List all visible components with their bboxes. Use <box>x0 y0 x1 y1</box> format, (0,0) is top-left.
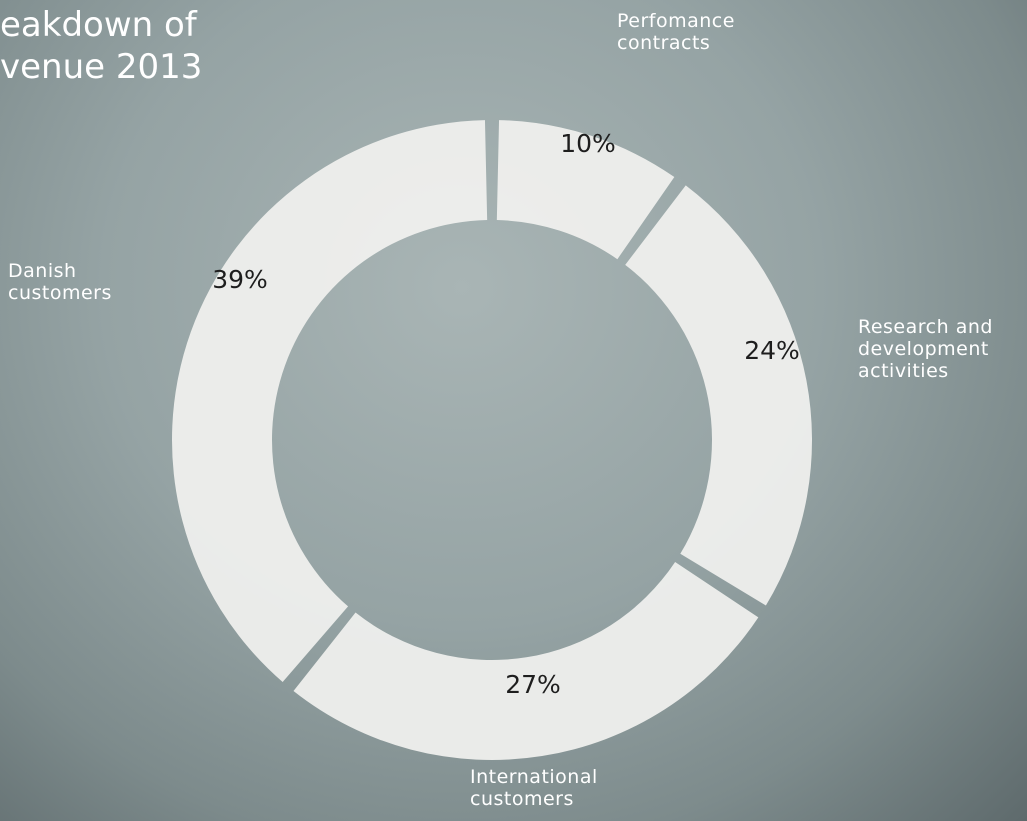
donut-segment <box>293 561 759 760</box>
category-label: Research and development activities <box>858 316 993 382</box>
donut-segment <box>172 120 488 683</box>
value-label: 27% <box>505 670 561 699</box>
category-label: Perfomance contracts <box>617 10 735 54</box>
category-label: International customers <box>470 766 598 810</box>
value-label: 24% <box>744 336 800 365</box>
value-label: 39% <box>212 265 268 294</box>
category-label: Danish customers <box>8 260 112 304</box>
donut-segment <box>625 185 813 606</box>
value-label: 10% <box>560 129 616 158</box>
donut-segment <box>496 120 675 260</box>
chart-title: eakdown of venue 2013 <box>0 5 203 87</box>
